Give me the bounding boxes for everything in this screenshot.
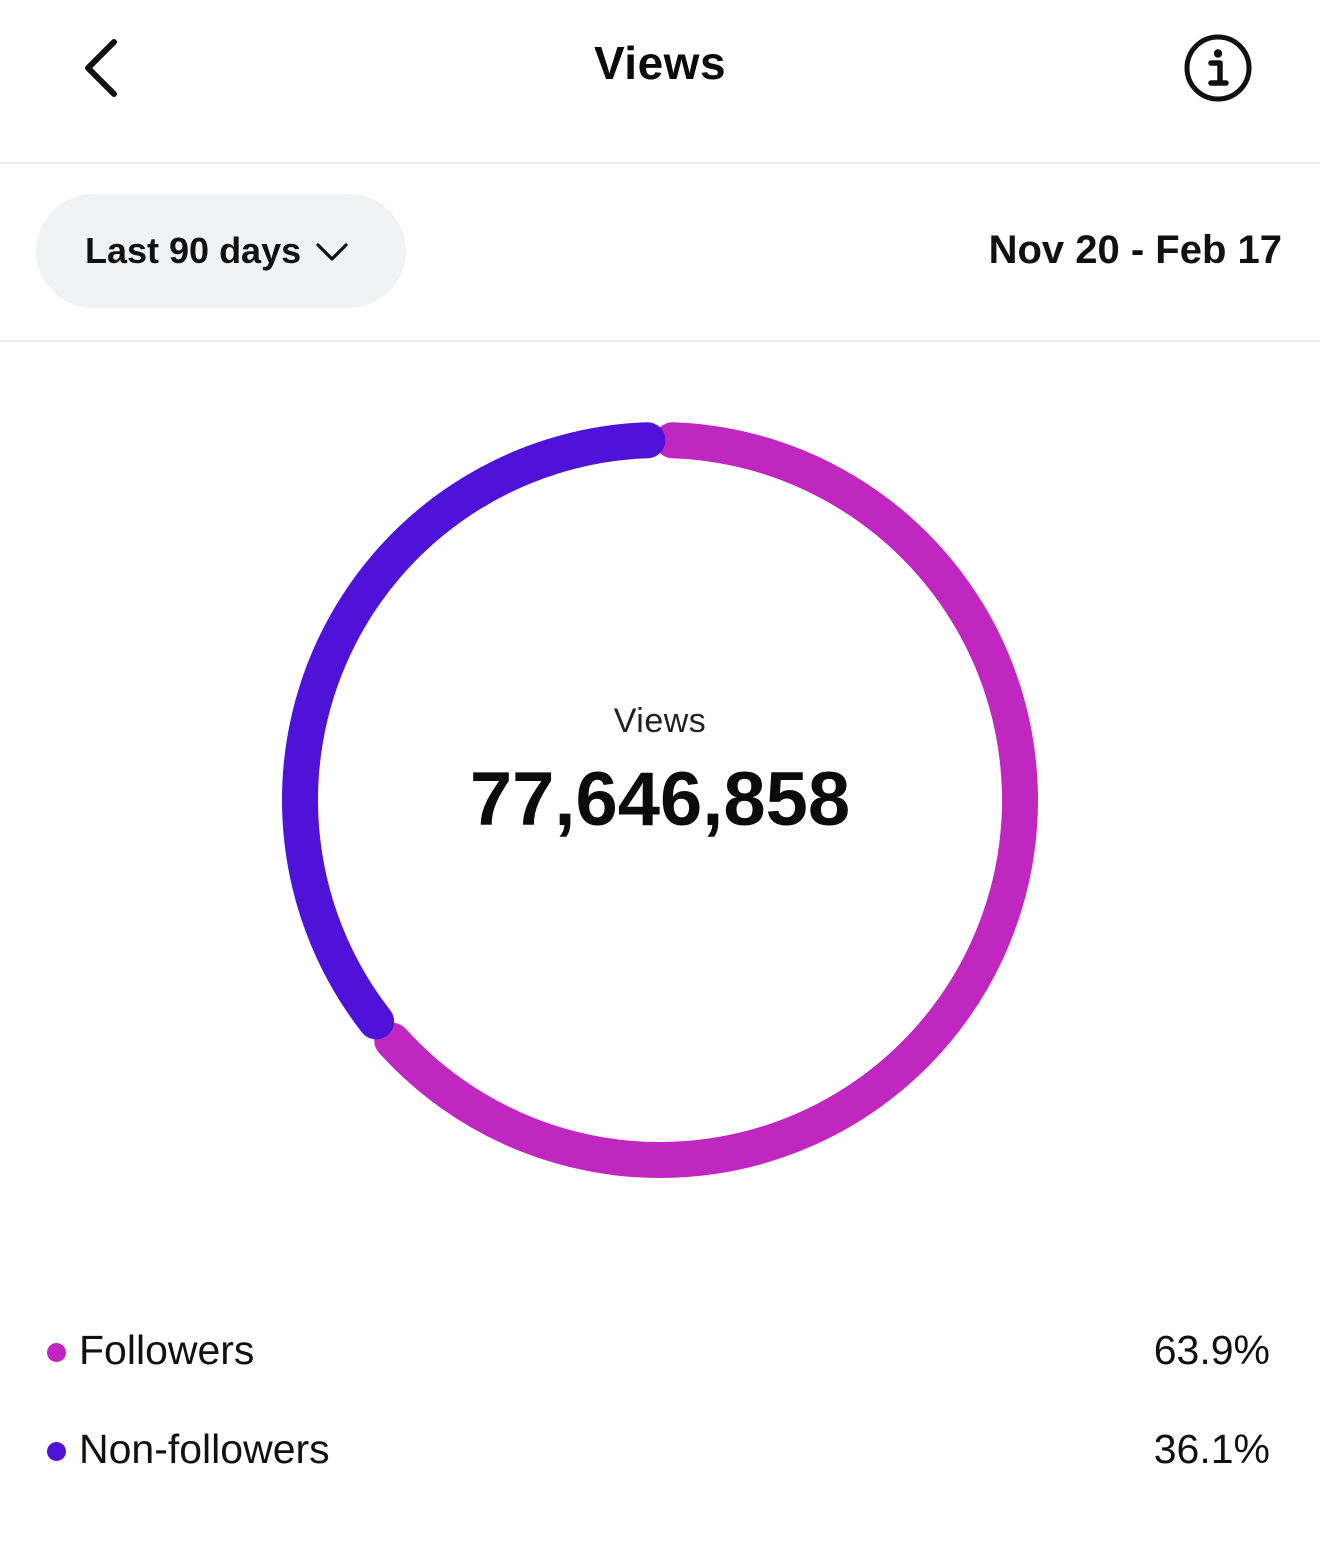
legend-value-non-followers: 36.1% <box>1153 1426 1270 1472</box>
chart-center-value: 77,646,858 <box>469 757 851 842</box>
donut-svg <box>282 422 1038 1178</box>
legend-label-non-followers: Non-followers <box>79 1426 330 1472</box>
date-range-text: Nov 20 - Feb 17 <box>988 228 1282 272</box>
date-range-dropdown-label: Last 90 days <box>85 230 302 271</box>
legend-label-followers: Followers <box>79 1327 255 1373</box>
legend-value-followers: 63.9% <box>1153 1327 1270 1373</box>
views-donut-chart: Views 77,646,858 <box>280 420 1040 1180</box>
back-button[interactable] <box>62 28 142 108</box>
chart-center-label: Views <box>613 702 707 740</box>
donut-slice-followers <box>374 422 1038 1178</box>
legend-dot-followers <box>47 1343 66 1362</box>
chevron-down-icon <box>315 241 349 263</box>
chevron-left-icon <box>85 39 117 97</box>
legend-item-non-followers: Non-followers 36.1% <box>0 1421 1320 1481</box>
legend-item-followers: Followers 63.9% <box>0 1322 1320 1382</box>
filter-bar: Last 90 days Nov 20 - Feb 17 <box>0 164 1320 342</box>
legend-dot-non-followers <box>47 1442 66 1461</box>
top-bar: Views <box>0 0 1320 164</box>
donut-slice-non-followers <box>282 422 666 1040</box>
info-circle-icon <box>1184 34 1252 102</box>
info-button[interactable] <box>1180 30 1256 106</box>
date-range-dropdown[interactable]: Last 90 days <box>36 194 406 308</box>
page-title: Views <box>593 37 727 89</box>
